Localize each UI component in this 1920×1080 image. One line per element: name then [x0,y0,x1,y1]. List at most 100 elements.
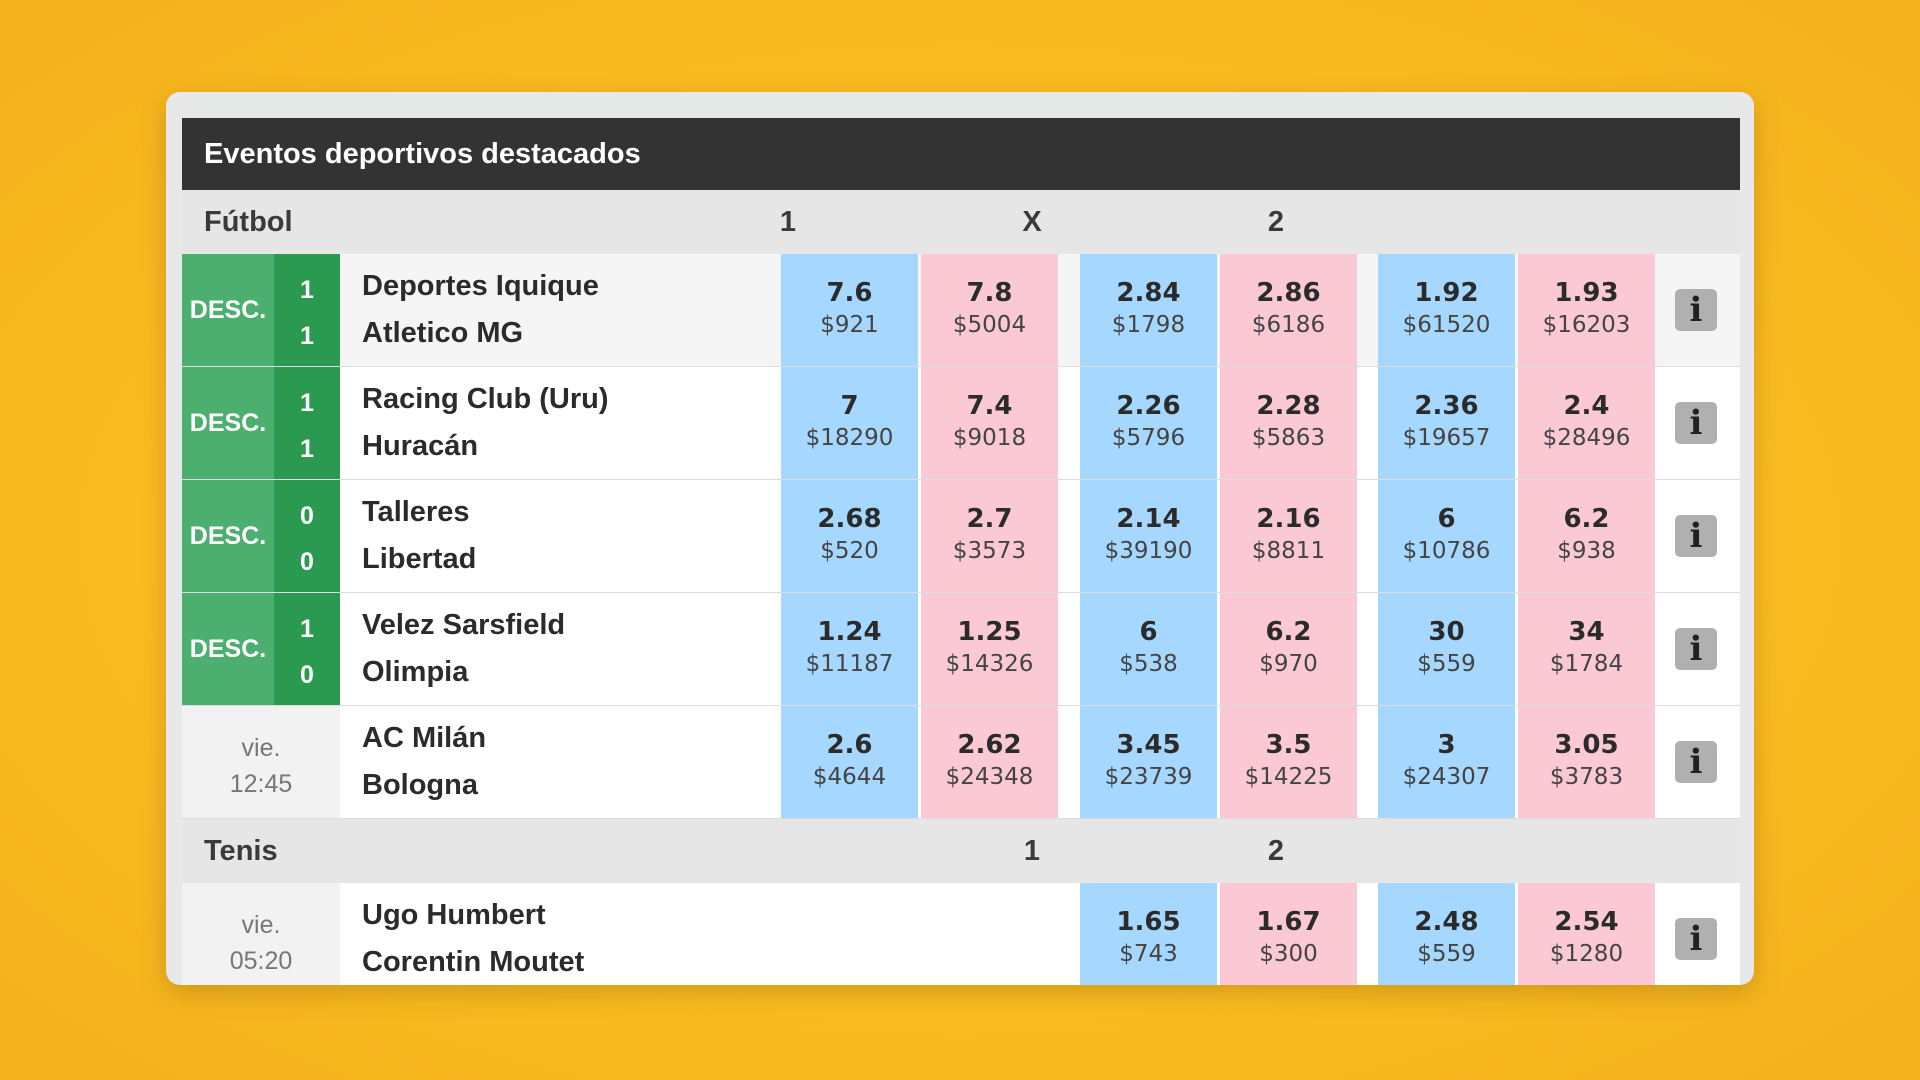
event-teams[interactable]: Velez Sarsfield Olimpia [362,593,782,705]
odd-amount: $520 [820,538,879,564]
lay-odd-home[interactable]: 7.4 $9018 [921,367,1058,479]
event-row: DESC. 0 0 Talleres Libertad 2.68 $520 2.7… [182,480,1740,593]
away-team: Libertad [362,543,477,575]
event-day: vie. [241,911,281,939]
score: 1 0 [274,593,340,705]
odd-amount: $18290 [805,425,894,451]
odd-price: 2.86 [1256,278,1321,308]
back-odd-home[interactable]: 2.68 $520 [781,480,918,592]
lay-odd-away[interactable]: 6.2 $938 [1518,480,1655,592]
odd-price: 2.28 [1256,391,1321,421]
score-home: 1 [300,389,314,417]
odd-price: 6 [1437,504,1456,534]
back-odd-home[interactable]: 7.6 $921 [781,254,918,366]
odd-price: 34 [1568,617,1605,647]
score: 1 1 [274,254,340,366]
odd-amount: $39190 [1104,538,1193,564]
event-players[interactable]: Ugo Humbert Corentin Moutet [362,883,782,985]
lay-odd-home[interactable]: 1.25 $14326 [921,593,1058,705]
lay-odd-player1[interactable]: 1.67 $300 [1220,883,1357,985]
odd-amount: $19657 [1402,425,1491,451]
odd-amount: $4644 [812,764,887,790]
odd-price: 6.2 [1265,617,1312,647]
info-icon[interactable]: i [1675,918,1717,960]
odd-price: 1.65 [1116,907,1181,937]
sport-name: Tenis [204,835,278,867]
odd-amount: $8811 [1251,538,1326,564]
odd-price: 2.14 [1116,504,1181,534]
score: 0 0 [274,480,340,592]
odd-amount: $1784 [1549,651,1624,677]
back-odd-home[interactable]: 7 $18290 [781,367,918,479]
lay-odd-away[interactable]: 3.05 $3783 [1518,706,1655,818]
lay-odd-home[interactable]: 2.7 $3573 [921,480,1058,592]
back-odd-home[interactable]: 2.6 $4644 [781,706,918,818]
lay-odd-away[interactable]: 34 $1784 [1518,593,1655,705]
back-odd-away[interactable]: 2.36 $19657 [1378,367,1515,479]
odd-amount: $16203 [1542,312,1631,338]
live-status-badge: DESC. [182,367,274,479]
back-odd-player1[interactable]: 1.65 $743 [1080,883,1217,985]
back-odd-away[interactable]: 6 $10786 [1378,480,1515,592]
odd-price: 2.36 [1414,391,1479,421]
back-odd-away[interactable]: 1.92 $61520 [1378,254,1515,366]
info-icon[interactable]: i [1675,628,1717,670]
lay-odd-draw[interactable]: 6.2 $970 [1220,593,1357,705]
lay-odd-home[interactable]: 2.62 $24348 [921,706,1058,818]
back-odd-player2[interactable]: 2.48 $559 [1378,883,1515,985]
odd-amount: $23739 [1104,764,1193,790]
odd-amount: $559 [1417,941,1476,967]
lay-odd-draw[interactable]: 2.86 $6186 [1220,254,1357,366]
event-teams[interactable]: AC Milán Bologna [362,706,782,818]
event-start-time: vie. 05:20 [182,883,340,985]
back-odd-home[interactable]: 1.24 $11187 [781,593,918,705]
score-away: 0 [300,661,314,689]
window-frame: Eventos deportivos destacados Fútbol 1 X… [166,92,1754,985]
back-odd-draw[interactable]: 2.14 $39190 [1080,480,1217,592]
lay-odd-home[interactable]: 7.8 $5004 [921,254,1058,366]
info-icon[interactable]: i [1675,741,1717,783]
info-icon[interactable]: i [1675,515,1717,557]
odd-price: 3.45 [1116,730,1181,760]
back-odd-draw[interactable]: 2.26 $5796 [1080,367,1217,479]
home-team: Deportes Iquique [362,270,599,302]
info-icon[interactable]: i [1675,402,1717,444]
event-time: 12:45 [229,770,293,798]
panel-title: Eventos deportivos destacados [182,118,1740,190]
event-row: DESC. 1 0 Velez Sarsfield Olimpia 1.24 $1… [182,593,1740,706]
live-status-badge: DESC. [182,480,274,592]
odd-price: 2.7 [966,504,1013,534]
score: 1 1 [274,367,340,479]
event-teams[interactable]: Racing Club (Uru) Huracán [362,367,782,479]
odd-amount: $559 [1417,651,1476,677]
back-odd-away[interactable]: 30 $559 [1378,593,1515,705]
score-home: 0 [300,502,314,530]
odd-amount: $6186 [1251,312,1326,338]
sport-name: Fútbol [204,206,293,238]
lay-odd-away[interactable]: 1.93 $16203 [1518,254,1655,366]
lay-odd-draw[interactable]: 2.28 $5863 [1220,367,1357,479]
column-label-home: 1 [779,206,797,238]
odd-amount: $5863 [1251,425,1326,451]
lay-odd-player2[interactable]: 2.54 $1280 [1518,883,1655,985]
odd-price: 2.68 [817,504,882,534]
odd-price: 1.24 [817,617,882,647]
event-day: vie. [241,734,281,762]
lay-odd-away[interactable]: 2.4 $28496 [1518,367,1655,479]
lay-odd-draw[interactable]: 3.5 $14225 [1220,706,1357,818]
odd-amount: $921 [820,312,879,338]
back-odd-draw[interactable]: 2.84 $1798 [1080,254,1217,366]
event-teams[interactable]: Deportes Iquique Atletico MG [362,254,782,366]
back-odd-draw[interactable]: 3.45 $23739 [1080,706,1217,818]
odd-amount: $28496 [1542,425,1631,451]
odd-price: 3.05 [1554,730,1619,760]
home-team: Talleres [362,496,470,528]
odd-amount: $1280 [1549,941,1624,967]
info-icon[interactable]: i [1675,289,1717,331]
back-odd-draw[interactable]: 6 $538 [1080,593,1217,705]
column-label-draw: X [1022,206,1042,238]
lay-odd-draw[interactable]: 2.16 $8811 [1220,480,1357,592]
player-2: Corentin Moutet [362,946,585,978]
event-teams[interactable]: Talleres Libertad [362,480,782,592]
back-odd-away[interactable]: 3 $24307 [1378,706,1515,818]
